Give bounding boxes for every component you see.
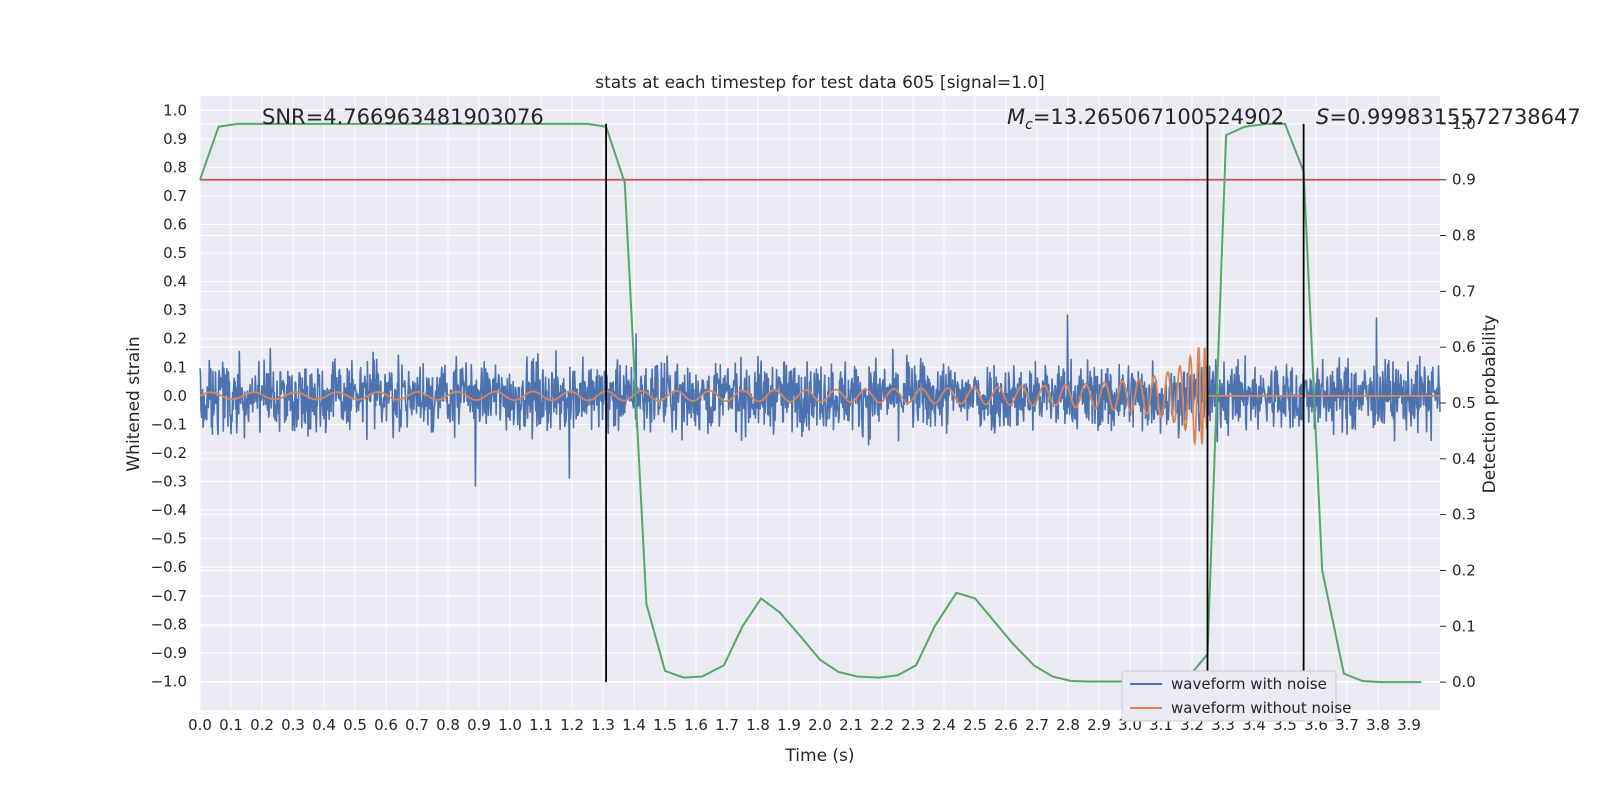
- y-tick-label: −0.3: [151, 473, 187, 491]
- legend-label-noise: waveform with noise: [1171, 675, 1327, 693]
- series-waveform-with-noise: [199, 314, 1441, 487]
- y2-tick-label: 0.0: [1452, 673, 1476, 691]
- mc-subscript: c: [1025, 117, 1033, 133]
- y-axis-label: Whitened strain: [124, 336, 144, 471]
- y-tick-label: 0.6: [163, 216, 187, 234]
- y-tick-label: −1.0: [151, 672, 187, 690]
- x-tick-label: 2.6: [994, 716, 1018, 734]
- mc-value: =13.265067100524902: [1033, 105, 1284, 129]
- x-tick-label: 3.7: [1335, 716, 1359, 734]
- y-tick-label: 0.4: [163, 273, 187, 291]
- x-tick-label: 0.6: [374, 716, 398, 734]
- x-tick-label: 1.3: [591, 716, 615, 734]
- x-tick-label: 0.4: [312, 716, 336, 734]
- y2-tick-labels: 1.0 0.9 0.8 0.7 0.6 0.5 0.4 0.3 0.2 0.1 0.0: [1440, 115, 1476, 691]
- mc-annotation: Mc=13.265067100524902: [1007, 105, 1284, 133]
- y2-tick-label: 0.3: [1452, 506, 1476, 524]
- y-tick-label: 0.2: [163, 330, 187, 348]
- x-tick-label: 2.2: [870, 716, 894, 734]
- y-tick-label: 0.8: [163, 158, 187, 176]
- y-tick-label: 1.0: [163, 101, 187, 119]
- y-tick-label: 0.1: [163, 358, 187, 376]
- y-tick-label: −0.6: [151, 558, 187, 576]
- chart-title: stats at each timestep for test data 605…: [595, 73, 1045, 93]
- x-tick-label: 0.9: [467, 716, 491, 734]
- x-tick-label: 1.0: [498, 716, 522, 734]
- x-tick-label: 3.9: [1397, 716, 1421, 734]
- x-tick-label: 2.0: [808, 716, 832, 734]
- x-tick-label: 1.5: [653, 716, 677, 734]
- x-tick-label: 0.3: [281, 716, 305, 734]
- x-tick-label: 2.5: [963, 716, 987, 734]
- y2-tick-label: 0.8: [1452, 227, 1476, 245]
- x-tick-label: 1.8: [746, 716, 770, 734]
- noise-line: [199, 314, 1441, 487]
- x-tick-label: 0.7: [405, 716, 429, 734]
- legend-label-clean: waveform without noise: [1171, 699, 1351, 717]
- y2-tick-label: 0.7: [1452, 282, 1476, 300]
- x-tick-label: 1.2: [560, 716, 584, 734]
- x-tick-label: 1.9: [777, 716, 801, 734]
- x-tick-label: 0.8: [436, 716, 460, 734]
- y2-tick-label: 0.4: [1452, 450, 1476, 468]
- y2-tick-label: 0.1: [1452, 617, 1476, 635]
- x-tick-label: 1.1: [529, 716, 553, 734]
- mc-symbol: M: [1007, 105, 1025, 129]
- series-detection-probability: [199, 122, 1422, 684]
- y-tick-label: −0.5: [151, 530, 187, 548]
- x-tick-label: 2.4: [932, 716, 956, 734]
- x-tick-label: 2.7: [1025, 716, 1049, 734]
- vertical-markers: [605, 123, 1305, 683]
- y2-tick-label: 1.0: [1452, 115, 1476, 133]
- y-tick-label: −0.7: [151, 587, 187, 605]
- y2-tick-label: 0.2: [1452, 561, 1476, 579]
- y2-tick-label: 0.9: [1452, 171, 1476, 189]
- y-tick-label: −0.4: [151, 501, 187, 519]
- x-tick-label: 1.7: [715, 716, 739, 734]
- x-tick-label: 2.8: [1056, 716, 1080, 734]
- y-tick-label: −0.9: [151, 644, 187, 662]
- s-value: =0.9998315572738647: [1329, 105, 1580, 129]
- x-axis-label: Time (s): [784, 746, 854, 766]
- y2-axis-label: Detection probability: [1480, 315, 1500, 494]
- x-tick-label: 0.1: [219, 716, 243, 734]
- y-tick-label: 0.3: [163, 301, 187, 319]
- y-tick-label: 0.5: [163, 244, 187, 262]
- legend-box: [1121, 670, 1337, 722]
- s-annotation: S=0.9998315572738647: [1316, 105, 1581, 129]
- clean-line: [199, 347, 1440, 447]
- y-tick-label: −0.2: [151, 444, 187, 462]
- y2-tick-label: 0.5: [1452, 394, 1476, 412]
- probability-line: [199, 122, 1422, 684]
- x-tick-label: 3.8: [1366, 716, 1390, 734]
- x-tick-label: 2.9: [1087, 716, 1111, 734]
- y-tick-labels: 1.0 0.9 0.8 0.7 0.6 0.5 0.4 0.3 0.2 0.1 0.0 −0.1 −0.…: [151, 101, 187, 690]
- y-tick-label: 0.9: [163, 130, 187, 148]
- y2-tick-label: 0.6: [1452, 338, 1476, 356]
- x-tick-label: 0.5: [343, 716, 367, 734]
- x-tick-label: 1.4: [622, 716, 646, 734]
- y-tick-label: −0.8: [151, 615, 187, 633]
- series-waveform-without-noise: [199, 347, 1440, 447]
- x-tick-label: 2.3: [901, 716, 925, 734]
- y-tick-label: 0.7: [163, 187, 187, 205]
- x-tick-label: 1.6: [684, 716, 708, 734]
- x-tick-label: 2.1: [839, 716, 863, 734]
- x-tick-label: 0.0: [188, 716, 212, 734]
- y-tick-label: −0.1: [151, 415, 187, 433]
- y-tick-label: 0.0: [163, 387, 187, 405]
- x-tick-label: 0.2: [250, 716, 274, 734]
- s-symbol: S: [1316, 105, 1329, 129]
- legend: waveform with noise waveform without noi…: [1121, 670, 1351, 722]
- snr-annotation: SNR=4.766963481903076: [262, 105, 544, 129]
